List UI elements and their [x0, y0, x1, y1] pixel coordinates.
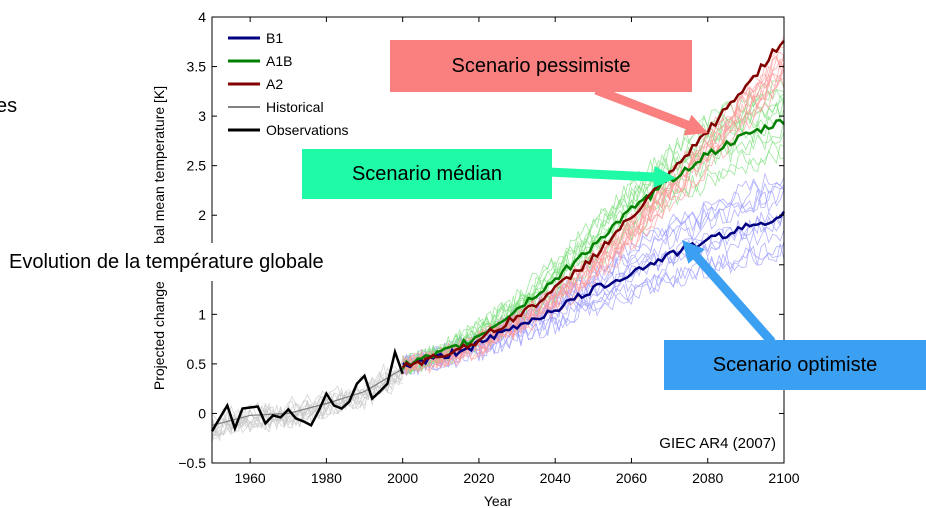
legend: B1 A1B A2 Historical Observations: [222, 24, 387, 142]
callout-median: Scenario médian: [302, 149, 552, 199]
y-tick-label: 3.5: [187, 59, 207, 75]
x-ticks: 1960 1980 2000 2020 2040 2060 2080 2100: [235, 17, 800, 486]
callout-pessimiste: Scenario pessimiste: [390, 40, 692, 92]
cut-off-text: es: [0, 95, 18, 117]
y-tick-label: 2.5: [187, 158, 207, 174]
plot-frame: [211, 16, 785, 464]
annotation-text: GIEC AR4 (2007): [659, 435, 776, 452]
series-line-historical: [211, 368, 404, 426]
x-tick-label: 2100: [768, 470, 799, 486]
callout-optimiste-label: Scenario optimiste: [712, 353, 878, 376]
y-tick-label: 0.5: [187, 356, 207, 372]
x-tick-label: 1980: [311, 470, 342, 486]
legend-label-a1b: A1B: [266, 53, 292, 69]
y-axis-label: Projected change in global mean temperat…: [151, 86, 167, 390]
legend-label-b1: B1: [266, 30, 283, 46]
annotation-box: [612, 426, 782, 456]
ensemble-run-a2: [402, 53, 785, 372]
callout-median-label: Scenario médian: [351, 162, 503, 185]
ensemble-run-a2: [402, 60, 785, 372]
legend-label-historical: Historical: [266, 99, 324, 115]
x-tick-label: 1960: [235, 470, 266, 486]
callout-pessimiste-label: Scenario pessimiste: [451, 54, 631, 77]
arrow-median: [547, 166, 676, 188]
series-line-observations: [210, 347, 404, 433]
legend-label-a2: A2: [266, 76, 283, 92]
series-line-b1: [402, 210, 786, 369]
ensemble-run-historical: [211, 378, 403, 443]
y-tick-label: 0: [198, 405, 206, 421]
ensemble-run-a2: [402, 55, 785, 373]
series-line-a2: [401, 40, 785, 369]
subtitle: Evolution de la température globale: [6, 243, 468, 281]
y-tick-label: 1: [198, 306, 206, 322]
ensemble-run-a2: [402, 35, 785, 376]
ensemble-run-historical: [211, 372, 404, 436]
y-tick-label: −0.5: [178, 455, 206, 471]
y-tick-label: 4: [198, 9, 206, 25]
callout-arrows: [547, 85, 776, 345]
y-tick-label: 3: [198, 108, 206, 124]
ensemble-run-a1b: [402, 79, 785, 371]
ensemble-run-historical: [211, 359, 404, 429]
x-tick-label: 2080: [692, 470, 723, 486]
legend-label-observations: Observations: [266, 122, 348, 138]
x-axis-label: Year: [484, 493, 513, 508]
y-tick-label: 2: [198, 207, 206, 223]
arrow-optimiste: [682, 240, 776, 345]
series-lines: [210, 40, 786, 433]
series-line-a1b: [401, 119, 785, 370]
arrow-pessimiste: [594, 85, 708, 136]
x-tick-label: 2020: [463, 470, 494, 486]
x-tick-label: 2040: [540, 470, 571, 486]
callout-optimiste: Scenario optimiste: [664, 340, 926, 390]
x-tick-label: 2060: [616, 470, 647, 486]
ensemble-run-historical: [211, 368, 404, 436]
x-tick-label: 2000: [387, 470, 418, 486]
